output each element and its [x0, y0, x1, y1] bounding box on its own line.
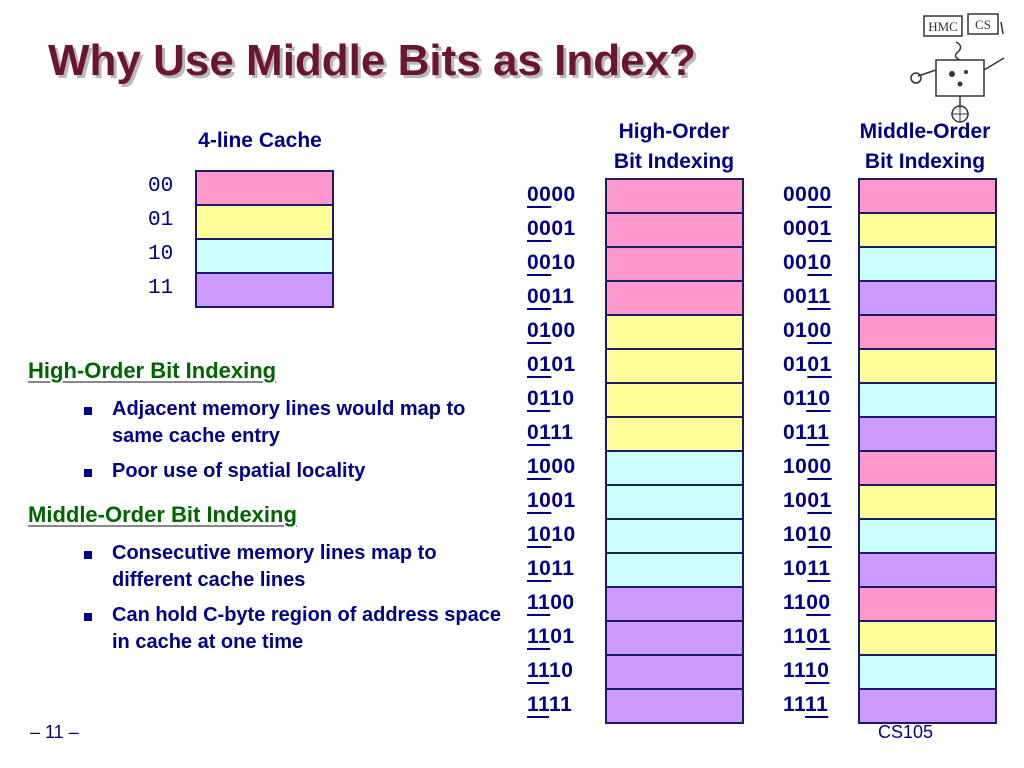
high-order-address: 1100: [527, 591, 575, 614]
middle-order-memory-line: [858, 620, 997, 656]
high-order-address: 0010: [527, 251, 576, 274]
middle-order-address: 1000: [783, 455, 832, 478]
high-order-address: 1011: [527, 557, 575, 580]
high-order-memory-line: [605, 620, 744, 656]
high-order-memory-line: [605, 246, 744, 282]
high-order-memory-line: [605, 654, 744, 690]
high-order-memory-line: [605, 688, 744, 724]
section-heading-high-order: High-Order Bit Indexing: [28, 358, 277, 383]
svg-text:HMC: HMC: [928, 19, 958, 34]
cache-line-box: [195, 272, 334, 308]
middle-order-memory-line: [858, 654, 997, 690]
middle-order-address: 1101: [783, 625, 831, 648]
high-order-address: 1110: [527, 659, 574, 682]
middle-order-title-line1: Middle-Order: [859, 120, 991, 143]
page-number: – 11 –: [30, 722, 79, 742]
high-order-address: 1000: [527, 455, 576, 478]
high-order-address: 1001: [527, 489, 576, 512]
high-order-memory-line: [605, 484, 744, 520]
bullet-item: Adjacent memory lines would map to same …: [84, 396, 504, 450]
high-order-memory-line: [605, 450, 744, 486]
middle-order-memory-line: [858, 178, 997, 214]
middle-order-address: 0110: [783, 387, 831, 410]
cache-line-label: 11: [148, 277, 174, 300]
section-heading-middle-order: Middle-Order Bit Indexing: [28, 502, 297, 527]
middle-order-title-line2: Bit Indexing: [864, 150, 986, 173]
high-order-title-line2: Bit Indexing: [613, 150, 735, 173]
bullet-item: Poor use of spatial locality: [84, 458, 504, 485]
high-order-title-line1: High-Order: [618, 120, 730, 143]
middle-order-address: 1111: [783, 693, 829, 716]
cache-title: 4-line Cache: [198, 129, 322, 152]
high-order-address: 0100: [527, 319, 576, 342]
high-order-memory-line: [605, 348, 744, 384]
high-order-address: 0001: [527, 217, 576, 240]
middle-order-address: 1110: [783, 659, 830, 682]
high-order-memory-line: [605, 280, 744, 316]
high-order-address: 0011: [527, 285, 575, 308]
middle-order-address: 0011: [783, 285, 831, 308]
middle-order-title: Middle-Order Bit Indexing: [842, 117, 1008, 177]
high-order-address: 0111: [527, 421, 574, 444]
svg-text:CS: CS: [975, 17, 991, 32]
high-order-address: 1111: [527, 693, 573, 716]
high-order-memory-line: [605, 212, 744, 248]
middle-order-address: 0001: [783, 217, 832, 240]
middle-order-memory-line: [858, 518, 997, 554]
middle-order-address: 0100: [783, 319, 832, 342]
cache-line-box: [195, 204, 334, 240]
middle-order-memory-line: [858, 552, 997, 588]
high-order-address: 0110: [527, 387, 575, 410]
high-order-memory-line: [605, 586, 744, 622]
high-order-address: 0000: [527, 183, 576, 206]
middle-order-address: 1001: [783, 489, 832, 512]
middle-order-address: 1100: [783, 591, 831, 614]
cache-line-label: 10: [148, 243, 174, 266]
high-order-address: 1101: [527, 625, 575, 648]
middle-order-memory-line: [858, 382, 997, 418]
middle-order-address: 0111: [783, 421, 830, 444]
middle-order-memory-line: [858, 212, 997, 248]
middle-order-address: 0101: [783, 353, 832, 376]
middle-order-memory-line: [858, 416, 997, 452]
high-order-memory-line: [605, 382, 744, 418]
high-order-title: High-Order Bit Indexing: [596, 117, 752, 177]
cache-line-box: [195, 170, 334, 206]
cache-line-box: [195, 238, 334, 274]
high-order-address: 0101: [527, 353, 576, 376]
middle-order-memory-line: [858, 450, 997, 486]
middle-order-memory-line: [858, 688, 997, 724]
cache-line-label: 00: [148, 175, 174, 198]
high-order-memory-line: [605, 314, 744, 350]
course-label: CS105: [878, 722, 934, 742]
high-order-address: 1010: [527, 523, 576, 546]
middle-order-address: 1011: [783, 557, 831, 580]
high-order-memory-line: [605, 416, 744, 452]
middle-order-memory-line: [858, 246, 997, 282]
high-order-memory-line: [605, 552, 744, 588]
middle-order-bullets: Consecutive memory lines map to differen…: [84, 540, 504, 664]
high-order-memory-line: [605, 518, 744, 554]
middle-order-memory-line: [858, 484, 997, 520]
slide-title: Why Use Middle Bits as Index?: [48, 36, 696, 85]
bullet-item: Consecutive memory lines map to differen…: [84, 540, 504, 594]
hmc-cs-logo: HMC CS: [910, 13, 1005, 123]
middle-order-memory-line: [858, 280, 997, 316]
middle-order-memory-line: [858, 314, 997, 350]
high-order-memory-line: [605, 178, 744, 214]
middle-order-address: 0010: [783, 251, 832, 274]
middle-order-address: 1010: [783, 523, 832, 546]
high-order-bullets: Adjacent memory lines would map to same …: [84, 396, 504, 493]
bullet-item: Can hold C-byte region of address space …: [84, 602, 504, 656]
middle-order-address: 0000: [783, 183, 832, 206]
middle-order-memory-line: [858, 348, 997, 384]
cache-line-label: 01: [148, 209, 174, 232]
middle-order-memory-line: [858, 586, 997, 622]
